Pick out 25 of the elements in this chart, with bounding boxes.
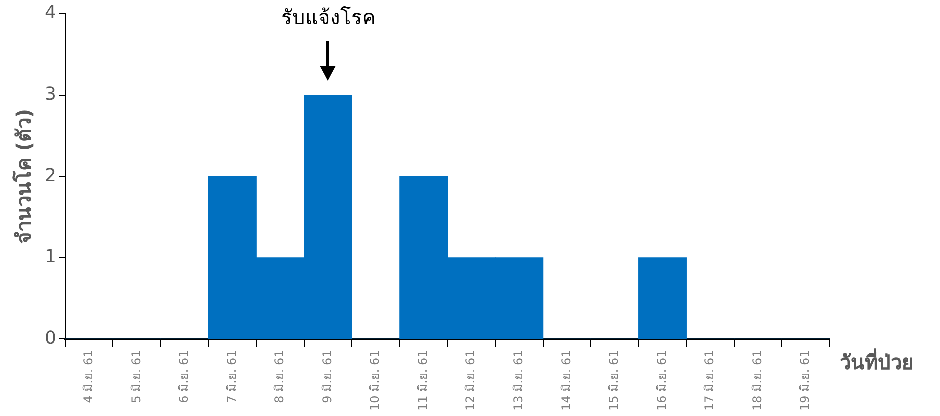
x-tick-label: 13 มิ.ย. 61 [512, 350, 526, 411]
x-tick-label: 19 มิ.ย. 61 [798, 350, 812, 411]
x-tick-label: 15 มิ.ย. 61 [607, 350, 622, 411]
x-tick-label: 7 มิ.ย. 61 [224, 350, 239, 404]
x-tick-label: 17 มิ.ย. 61 [702, 350, 717, 411]
x-tick-label: 5 มิ.ย. 61 [129, 350, 144, 404]
y-tick-label: 3 [45, 84, 56, 105]
x-tick-label: 4 มิ.ย. 61 [81, 350, 96, 404]
x-tick-label: 9 มิ.ย. 61 [320, 350, 334, 404]
annotation: รับแจ้งโรค [281, 6, 376, 30]
x-tick-label: 18 มิ.ย. 61 [750, 350, 764, 411]
y-tick-label: 4 [45, 2, 56, 24]
y-tick-label: 1 [45, 246, 56, 268]
x-tick-label: 10 มิ.ย. 61 [368, 350, 382, 411]
x-tick-label: 14 มิ.ย. 61 [559, 350, 574, 411]
x-tick-label: 16 มิ.ย. 61 [654, 350, 669, 411]
y-axis-title: จำนวนโค (ตัว) [12, 108, 36, 244]
y-tick-label: 0 [45, 328, 56, 349]
x-tick-label: 12 มิ.ย. 61 [464, 350, 478, 411]
x-tick-label: 8 มิ.ย. 61 [272, 350, 287, 404]
y-tick-label: 2 [45, 165, 56, 186]
bar [638, 258, 687, 340]
x-axis-title: วันที่ป่วย [840, 347, 914, 374]
x-tick-label: 11 มิ.ย. 61 [416, 350, 430, 411]
x-tick-label: 6 มิ.ย. 61 [177, 350, 192, 404]
